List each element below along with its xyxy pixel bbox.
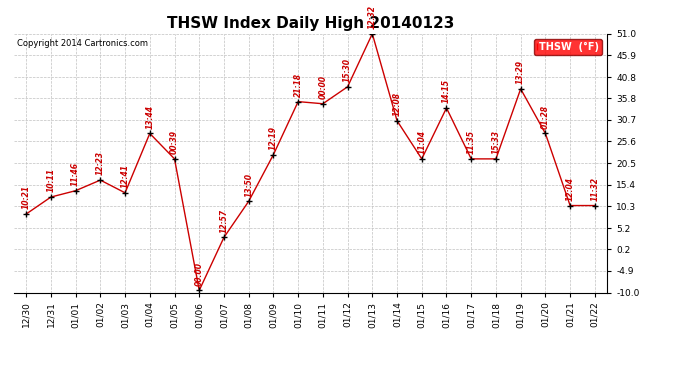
- Text: 12:32: 12:32: [368, 5, 377, 29]
- Text: 15:33: 15:33: [491, 130, 500, 154]
- Text: 12:23: 12:23: [96, 152, 105, 176]
- Text: 12:08: 12:08: [393, 92, 402, 116]
- Text: 00:00: 00:00: [195, 262, 204, 286]
- Text: 11:35: 11:35: [466, 130, 475, 154]
- Text: 11:46: 11:46: [71, 162, 80, 186]
- Text: 21:18: 21:18: [294, 73, 303, 97]
- Text: 10:21: 10:21: [21, 185, 30, 209]
- Legend: THSW  (°F): THSW (°F): [533, 39, 602, 54]
- Text: 12:41: 12:41: [121, 164, 130, 188]
- Text: 12:57: 12:57: [219, 209, 228, 233]
- Text: 00:00: 00:00: [318, 75, 327, 99]
- Text: 11:04: 11:04: [417, 130, 426, 154]
- Text: 13:29: 13:29: [516, 60, 525, 84]
- Text: 15:30: 15:30: [343, 58, 352, 82]
- Text: 01:28: 01:28: [541, 105, 550, 129]
- Text: 11:32: 11:32: [591, 177, 600, 201]
- Text: 10:11: 10:11: [46, 168, 55, 192]
- Text: 12:19: 12:19: [269, 126, 278, 150]
- Text: 13:44: 13:44: [146, 105, 155, 129]
- Text: 14:15: 14:15: [442, 80, 451, 104]
- Text: Copyright 2014 Cartronics.com: Copyright 2014 Cartronics.com: [17, 39, 148, 48]
- Title: THSW Index Daily High 20140123: THSW Index Daily High 20140123: [167, 16, 454, 31]
- Text: 12:04: 12:04: [566, 177, 575, 201]
- Text: 13:50: 13:50: [244, 172, 253, 196]
- Text: 00:39: 00:39: [170, 130, 179, 154]
